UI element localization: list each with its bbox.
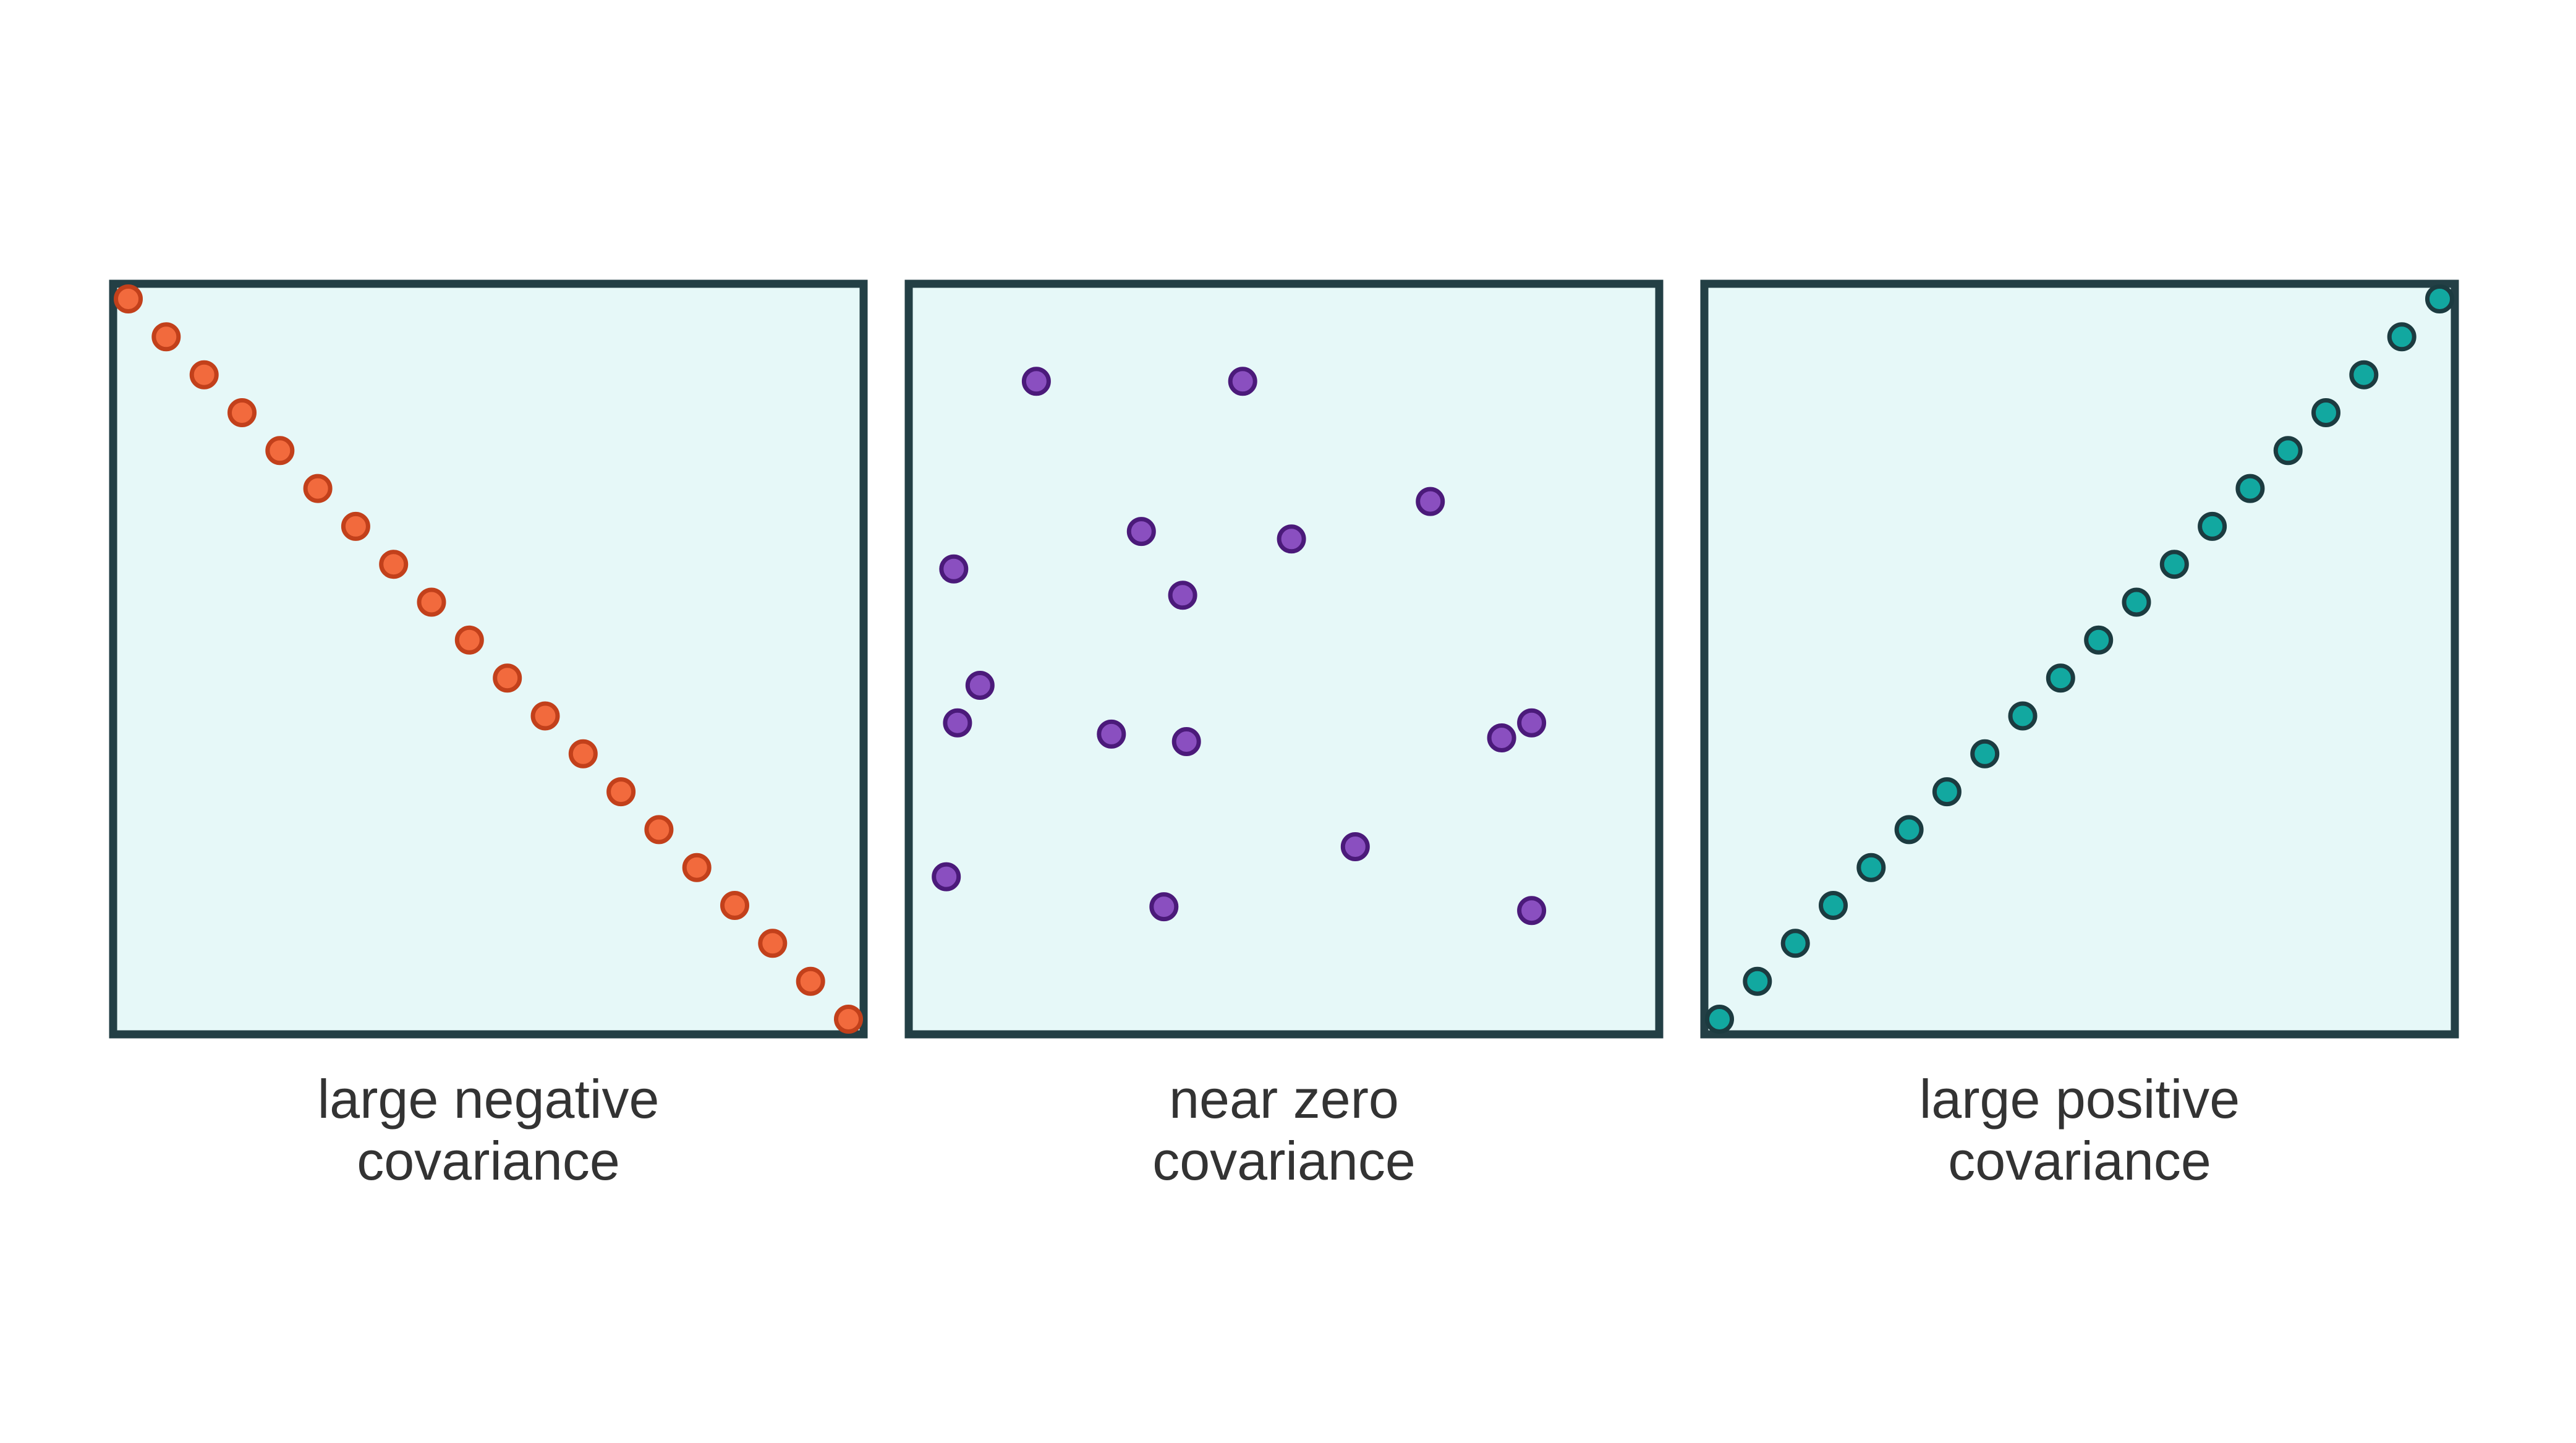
panel-frame-negative	[109, 279, 868, 1039]
data-point-positive-4	[1856, 853, 1886, 882]
caption-line-2: covariance	[1948, 1130, 2211, 1191]
panel-frame-zero	[904, 279, 1664, 1039]
panel-positive	[1700, 279, 2459, 1039]
data-point-zero-4	[1277, 524, 1306, 554]
data-point-positive-15	[2273, 436, 2303, 466]
data-point-zero-9	[1097, 719, 1126, 749]
data-point-positive-10	[2084, 625, 2114, 655]
data-point-negative-10	[493, 663, 522, 693]
data-point-negative-7	[379, 550, 409, 579]
data-point-negative-4	[265, 436, 295, 466]
data-point-zero-12	[932, 862, 961, 892]
data-point-zero-16	[1517, 896, 1547, 926]
data-point-positive-3	[1819, 891, 1848, 920]
data-point-positive-16	[2311, 398, 2340, 427]
data-point-negative-18	[796, 966, 825, 996]
points-positive	[1705, 284, 2454, 1034]
data-point-zero-6	[1168, 581, 1197, 610]
data-point-negative-0	[114, 284, 143, 313]
data-point-zero-1	[1228, 367, 1257, 396]
data-point-positive-6	[1932, 777, 1962, 807]
caption-zero: near zero covariance	[882, 1068, 1686, 1192]
data-point-zero-10	[1171, 727, 1201, 756]
data-point-negative-8	[417, 587, 446, 617]
data-point-positive-19	[2425, 284, 2454, 313]
data-point-negative-1	[151, 322, 181, 352]
data-point-positive-12	[2159, 550, 2189, 579]
data-point-zero-2	[1126, 517, 1156, 547]
data-point-zero-3	[1416, 487, 1445, 516]
data-point-negative-5	[303, 474, 333, 503]
data-point-negative-15	[682, 853, 712, 882]
data-point-negative-6	[341, 511, 370, 541]
caption-line-1: large positive	[1919, 1068, 2240, 1130]
data-point-zero-0	[1021, 367, 1051, 396]
data-point-positive-9	[2046, 663, 2075, 693]
data-point-negative-11	[530, 701, 560, 731]
data-point-positive-5	[1894, 815, 1924, 845]
data-point-zero-7	[965, 671, 995, 700]
data-point-negative-14	[644, 815, 674, 845]
data-point-positive-17	[2349, 360, 2379, 389]
data-point-positive-0	[1705, 1005, 1734, 1034]
caption-line-1: near zero	[1169, 1068, 1399, 1130]
data-point-zero-8	[943, 708, 972, 738]
points-negative	[114, 284, 863, 1034]
data-point-positive-1	[1743, 966, 1772, 996]
panel-negative	[109, 279, 868, 1039]
data-point-positive-7	[1970, 739, 2000, 768]
data-point-negative-13	[606, 777, 636, 807]
data-point-positive-14	[2235, 474, 2265, 503]
data-point-positive-11	[2122, 587, 2151, 617]
caption-positive: large positive covariance	[1678, 1068, 2481, 1192]
data-point-zero-14	[1487, 723, 1516, 752]
data-point-positive-8	[2008, 701, 2038, 731]
caption-line-2: covariance	[357, 1130, 620, 1191]
panel-frame-positive	[1700, 279, 2459, 1039]
data-point-positive-2	[1780, 929, 1810, 958]
data-point-negative-16	[720, 891, 749, 920]
data-point-negative-12	[568, 739, 598, 768]
data-point-zero-5	[939, 554, 969, 584]
data-point-negative-2	[189, 360, 219, 389]
caption-line-2: covariance	[1152, 1130, 1416, 1191]
data-point-zero-15	[1517, 708, 1547, 738]
data-point-negative-9	[454, 625, 484, 655]
data-point-zero-13	[1149, 892, 1179, 922]
data-point-positive-18	[2387, 322, 2417, 352]
data-point-positive-13	[2198, 511, 2227, 541]
data-point-negative-17	[758, 929, 788, 958]
points-zero	[932, 367, 1547, 926]
panel-zero	[904, 279, 1664, 1039]
data-point-negative-3	[227, 398, 257, 427]
caption-negative: large negative covariance	[87, 1068, 890, 1192]
data-point-negative-19	[834, 1005, 863, 1034]
data-point-zero-11	[1340, 832, 1370, 861]
caption-line-1: large negative	[317, 1068, 660, 1130]
